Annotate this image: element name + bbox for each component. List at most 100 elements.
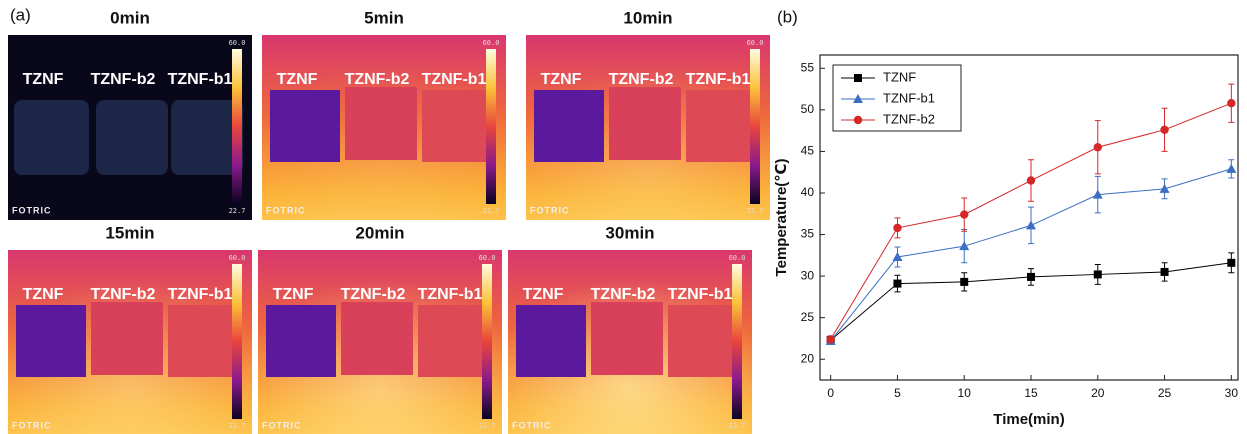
- data-point: [1094, 270, 1102, 278]
- data-point: [960, 210, 968, 218]
- y-tick-label: 30: [801, 268, 815, 282]
- sample-label: TZNF: [277, 71, 318, 88]
- x-tick-label: 25: [1158, 386, 1172, 400]
- sample-label: TZNF-b1: [168, 71, 233, 88]
- sample: [270, 90, 340, 162]
- y-tick-label: 20: [801, 351, 815, 365]
- sample-label: TZNF-b2: [609, 71, 674, 88]
- y-tick-label: 50: [801, 102, 815, 116]
- scale-min: 22.7: [747, 207, 764, 215]
- sample: [668, 305, 736, 377]
- sample-label: TZNF-b1: [686, 71, 751, 88]
- legend-label: TZNF-b2: [883, 111, 935, 126]
- data-point: [1094, 143, 1102, 151]
- scale-min: 22.7: [483, 207, 500, 215]
- data-point: [959, 241, 969, 250]
- image-caption: 0min: [110, 8, 150, 27]
- data-point: [893, 280, 901, 288]
- scale-min: 22.7: [229, 207, 246, 215]
- legend-marker: [854, 74, 862, 82]
- color-bar: [750, 49, 760, 204]
- scale-max: 60.0: [729, 254, 746, 262]
- panel-label: (b): [777, 7, 798, 26]
- sample: [96, 100, 168, 175]
- x-tick-label: 30: [1225, 386, 1239, 400]
- data-point: [826, 335, 834, 343]
- sample: [418, 305, 486, 377]
- color-bar: [232, 49, 242, 204]
- x-axis-label: Time(min): [993, 411, 1064, 428]
- sample-label: TZNF: [273, 286, 314, 303]
- thermal-image: TZNF TZNF-b2 TZNF-b1 60.0 22.7 FOTRIC: [526, 35, 770, 220]
- legend-label: TZNF-b1: [883, 90, 935, 105]
- color-bar: [232, 264, 242, 419]
- data-point: [1027, 176, 1035, 184]
- sample: [16, 305, 86, 377]
- data-point: [893, 224, 901, 232]
- y-tick-label: 40: [801, 185, 815, 199]
- legend-marker: [854, 116, 862, 124]
- panel-label: (a): [10, 5, 31, 24]
- scale-max: 60.0: [479, 254, 496, 262]
- x-tick-label: 10: [958, 386, 972, 400]
- brand: FOTRIC: [262, 420, 302, 430]
- sample-label: TZNF: [541, 71, 582, 88]
- color-bar: [482, 264, 492, 419]
- sample-label: TZNF-b1: [418, 286, 483, 303]
- sample: [686, 90, 754, 162]
- sample-label: TZNF-b2: [345, 71, 410, 88]
- scale-min: 22.7: [479, 422, 496, 430]
- sample-label: TZNF: [23, 286, 64, 303]
- data-point: [1026, 220, 1036, 229]
- x-tick-label: 0: [827, 386, 834, 400]
- sample: [345, 87, 417, 160]
- sample-label: TZNF-b1: [422, 71, 487, 88]
- sample-label: TZNF-b2: [591, 286, 656, 303]
- sample: [266, 305, 336, 377]
- sample-label: TZNF-b1: [668, 286, 733, 303]
- image-caption: 20min: [355, 223, 404, 242]
- scale-max: 60.0: [229, 39, 246, 47]
- sample: [591, 302, 663, 375]
- sample: [516, 305, 586, 377]
- scale-max: 60.0: [229, 254, 246, 262]
- sample: [534, 90, 604, 162]
- legend-label: TZNF: [883, 69, 916, 84]
- color-bar: [732, 264, 742, 419]
- sample: [91, 302, 163, 375]
- thermal-image: TZNFTZNF-b2TZNF-b160.022.7FOTRIC: [508, 250, 752, 434]
- thermal-image: TZNF TZNF-b2 TZNF-b1 60.0 22.7 FOTRIC: [258, 250, 502, 434]
- sample-label: TZNF: [523, 286, 564, 303]
- sample: [168, 305, 236, 377]
- image-caption: 15min: [105, 223, 154, 242]
- sample-label: TZNF: [23, 71, 64, 88]
- data-point: [960, 278, 968, 286]
- data-point: [1160, 126, 1168, 134]
- x-tick-label: 20: [1091, 386, 1105, 400]
- sample: [341, 302, 413, 375]
- y-tick-label: 25: [801, 310, 815, 324]
- image-caption: 30min: [605, 223, 654, 242]
- scale-min: 22.7: [229, 422, 246, 430]
- sample: [422, 90, 490, 162]
- color-bar: [486, 49, 496, 204]
- data-point: [1227, 99, 1235, 107]
- brand: FOTRIC: [12, 205, 52, 215]
- sample-label: TZNF-b2: [341, 286, 406, 303]
- figure: (a) (b) 0min TZNF TZNF-b2 TZNF-b1 60.0 22.7 FO…: [0, 0, 1247, 434]
- brand: FOTRIC: [266, 205, 306, 215]
- brand: FOTRIC: [530, 205, 570, 215]
- scale-max: 60.0: [747, 39, 764, 47]
- image-caption: 5min: [364, 8, 404, 27]
- y-tick-label: 35: [801, 227, 815, 241]
- image-caption: 10min: [623, 8, 672, 27]
- data-point: [1160, 184, 1170, 193]
- scale-min: 22.7: [729, 422, 746, 430]
- x-tick-label: 15: [1024, 386, 1038, 400]
- y-tick-label: 55: [801, 60, 815, 74]
- data-point: [1161, 268, 1169, 276]
- sample: [14, 100, 89, 175]
- data-point: [1027, 273, 1035, 281]
